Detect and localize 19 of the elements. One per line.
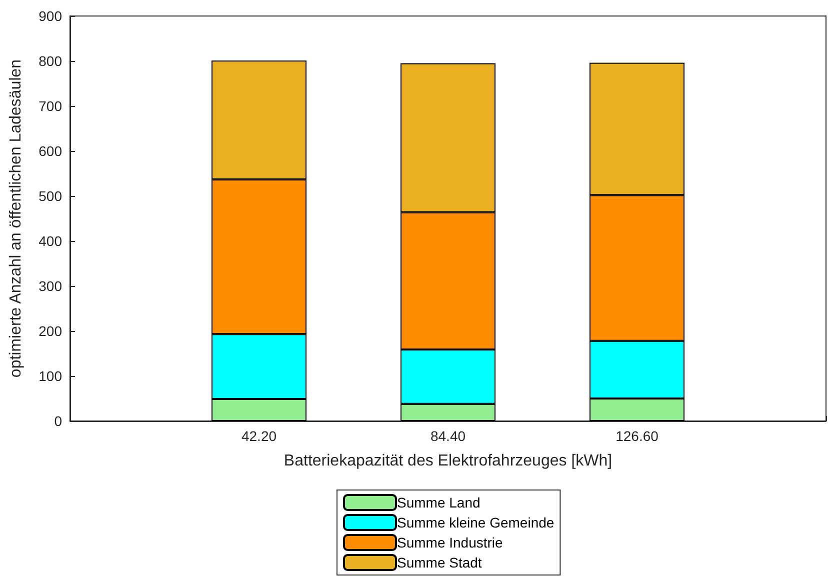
y-tick-label: 700	[38, 98, 62, 114]
y-tick-label: 300	[38, 278, 62, 294]
y-tick-label: 200	[38, 323, 62, 339]
legend-label: Summe kleine Gemeinde	[397, 514, 554, 530]
y-axis-title: optimierte Anzahl an öffentlichen Ladesäulen	[8, 59, 24, 378]
y-tick-label: 0	[54, 413, 62, 429]
y-tick-label: 800	[38, 53, 62, 69]
x-tick-label: 126.60	[616, 428, 659, 444]
x-tick-label: 84.40	[430, 428, 466, 444]
y-tick-label: 100	[38, 368, 62, 384]
legend-label: Summe Land	[397, 494, 480, 510]
x-axis-title: Batteriekapazität des Elektrofahrzeuges [kWh]	[284, 452, 612, 470]
x-tick-label: 42.20	[241, 428, 277, 444]
y-tick-label: 400	[38, 233, 62, 249]
y-tick-label: 900	[38, 8, 62, 24]
y-tick-label: 500	[38, 188, 62, 204]
legend-label: Summe Stadt	[397, 554, 482, 570]
legend-label: Summe Industrie	[397, 534, 504, 550]
y-tick-label: 600	[38, 143, 62, 159]
